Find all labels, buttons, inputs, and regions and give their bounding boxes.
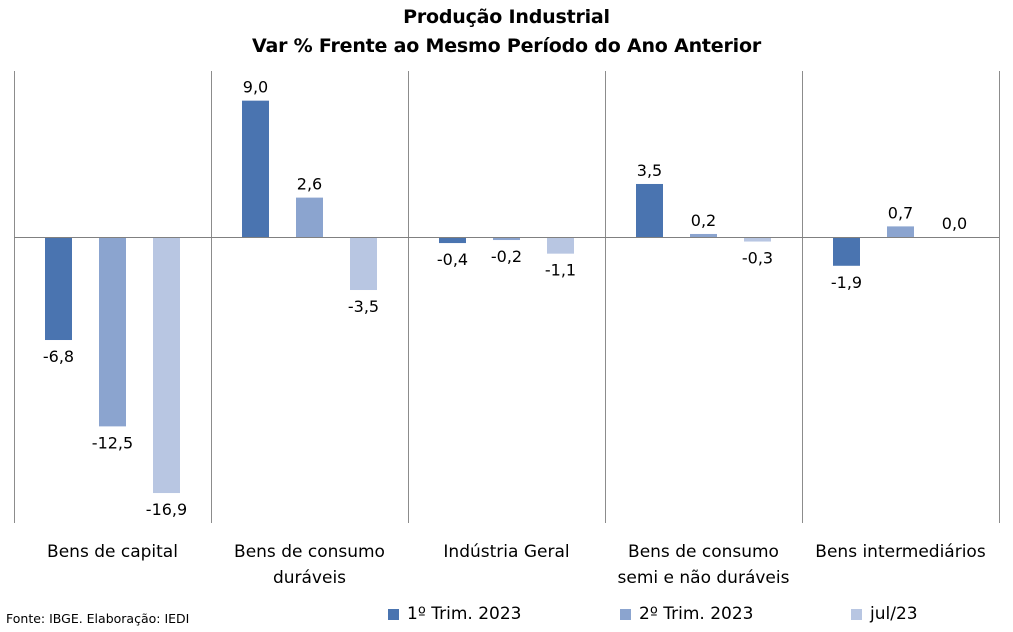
chart-subtitle: Var % Frente ao Mesmo Período do Ano Ant… <box>251 35 761 57</box>
data-label: 3,5 <box>637 161 662 180</box>
bar-1 <box>242 100 269 238</box>
bar-2 <box>296 197 323 237</box>
data-label: 0,0 <box>942 214 967 233</box>
data-label: -12,5 <box>92 433 133 452</box>
data-label: -0,2 <box>491 247 522 266</box>
category-label: Bens de consumo <box>628 542 779 562</box>
legend-label-series-2: 2º Trim. 2023 <box>639 604 754 624</box>
data-label: -1,9 <box>831 273 862 292</box>
bar-2 <box>493 237 520 241</box>
category-label: Bens de capital <box>47 542 178 562</box>
data-label: -6,8 <box>43 347 74 366</box>
category-label: Indústria Geral <box>443 542 569 562</box>
legend-item-series-3: jul/23 <box>851 604 918 624</box>
chart-title: Produção Industrial <box>403 6 610 28</box>
legend-label-series-3: jul/23 <box>870 604 918 624</box>
data-label: 0,7 <box>888 203 913 222</box>
bar-3 <box>547 237 574 254</box>
bar-2 <box>887 226 914 237</box>
bar-1 <box>636 183 663 237</box>
bar-chart: -6,8 9,0 -0,4 3,5 -1,9 -12,5 2,6 -0,2 0,2 0,7 -16,… <box>14 71 1000 588</box>
data-label: -0,4 <box>437 250 468 269</box>
legend-swatch-series-1 <box>388 608 399 620</box>
data-label: -16,9 <box>146 500 187 519</box>
legend-swatch-series-2 <box>620 608 631 620</box>
category-label: duráveis <box>273 568 346 588</box>
data-label: 9,0 <box>243 78 268 97</box>
bar-3 <box>350 237 377 291</box>
bar-2 <box>99 237 126 427</box>
category-label: Bens intermediários <box>815 542 986 562</box>
bar-3 <box>153 237 180 494</box>
bar-2 <box>690 233 717 237</box>
source-note: Fonte: IBGE. Elaboração: IEDI <box>6 611 190 626</box>
data-label: 2,6 <box>297 175 322 194</box>
category-label: Bens de consumo <box>234 542 385 562</box>
bar-3 <box>744 237 771 242</box>
legend-label-series-1: 1º Trim. 2023 <box>407 604 522 624</box>
legend-swatch-series-3 <box>851 608 862 620</box>
data-label: -1,1 <box>545 261 576 280</box>
bar-1 <box>439 237 466 244</box>
bar-1 <box>833 237 860 266</box>
category-label: semi e não duráveis <box>618 568 790 588</box>
data-label: -0,3 <box>742 249 773 268</box>
data-label: -3,5 <box>348 297 379 316</box>
legend-item-series-1: 1º Trim. 2023 <box>388 604 521 624</box>
legend-item-series-2: 2º Trim. 2023 <box>620 604 753 624</box>
bar-1 <box>45 237 72 341</box>
data-label: 0,2 <box>691 211 716 230</box>
